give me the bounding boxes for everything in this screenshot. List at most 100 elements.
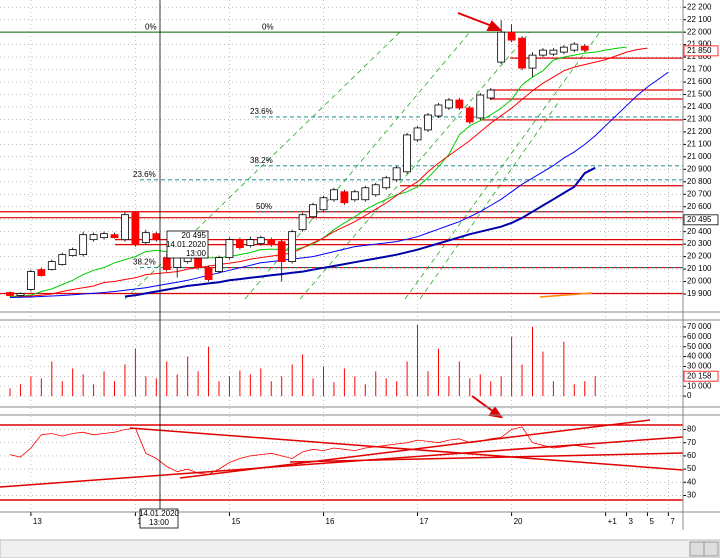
fib-label: 38.2% bbox=[250, 156, 273, 165]
candle-body bbox=[26, 271, 35, 290]
candle-body bbox=[444, 99, 453, 109]
y-tick-label: 20 700 bbox=[687, 189, 712, 198]
crosshair-time: 13:00 bbox=[186, 249, 207, 258]
axis-marker-label: 20 495 bbox=[687, 215, 712, 224]
x-tick-label: 16 bbox=[326, 517, 335, 526]
x-tick-label: 17 bbox=[420, 517, 429, 526]
ma-line bbox=[124, 166, 596, 298]
candle-body bbox=[486, 89, 495, 99]
axis-marker-box bbox=[683, 214, 719, 226]
candle-body bbox=[528, 54, 537, 69]
scroll-track bbox=[0, 539, 720, 558]
trendline bbox=[129, 427, 684, 471]
fib-label: 38.2% bbox=[133, 258, 156, 267]
crosshair-box bbox=[166, 230, 209, 259]
x-cursor-time: 13:00 bbox=[149, 518, 170, 527]
arrow bbox=[471, 395, 495, 413]
candle-body bbox=[382, 177, 391, 189]
x-cursor-date: 14.01.2020 bbox=[139, 509, 180, 518]
fib-label: 0% bbox=[262, 22, 274, 31]
y-tick-label: 10 000 bbox=[687, 381, 712, 390]
candle-body bbox=[330, 189, 338, 201]
axis-marker-label: 21 850 bbox=[687, 46, 712, 55]
y-tick-label: 21 000 bbox=[687, 152, 712, 161]
candle-body bbox=[350, 191, 359, 201]
ma-line bbox=[9, 47, 648, 298]
fan-line bbox=[419, 99, 561, 300]
x-tick-label: 5 bbox=[649, 517, 654, 526]
fib-label: 23.6% bbox=[133, 170, 156, 179]
panel-frames bbox=[0, 0, 720, 530]
candle-body bbox=[403, 134, 412, 173]
y-tick-label: 21 900 bbox=[687, 40, 712, 49]
y-tick-label: 0 bbox=[687, 391, 692, 400]
candle-body bbox=[539, 49, 547, 56]
fib-label: 50% bbox=[256, 202, 272, 211]
candle-body bbox=[465, 107, 474, 123]
candle-body bbox=[225, 239, 234, 259]
candle-body bbox=[559, 46, 568, 53]
candle-body bbox=[235, 239, 244, 249]
candle-body bbox=[141, 232, 150, 244]
x-cursor-box bbox=[139, 508, 179, 529]
x-tick-label: 7 bbox=[670, 517, 675, 526]
candle-body bbox=[497, 31, 506, 63]
candle-body bbox=[319, 197, 328, 211]
candle-body bbox=[267, 239, 276, 246]
y-tick-label: 70 000 bbox=[687, 322, 712, 331]
candle-body bbox=[47, 261, 56, 270]
candle-body bbox=[6, 292, 14, 296]
arrow bbox=[457, 12, 493, 27]
y-tick-label: 19 900 bbox=[687, 289, 712, 298]
y-tick-label: 21 200 bbox=[687, 127, 712, 136]
y-tick-label: 50 000 bbox=[687, 342, 712, 351]
candle-body bbox=[131, 212, 140, 246]
candle-body bbox=[79, 234, 88, 256]
candle-body bbox=[298, 214, 307, 231]
arrow-head bbox=[486, 20, 503, 31]
candle-body bbox=[173, 257, 182, 268]
candle-body bbox=[549, 49, 558, 55]
candle-body bbox=[215, 257, 223, 272]
candle-body bbox=[194, 257, 203, 268]
candle-body bbox=[518, 37, 526, 69]
y-tick-label: 21 700 bbox=[687, 65, 712, 74]
x-tick-label: +1 bbox=[608, 517, 618, 526]
candle-body bbox=[507, 31, 516, 41]
candle-body bbox=[455, 99, 464, 109]
candle-body bbox=[434, 104, 443, 117]
candle-body bbox=[100, 233, 108, 239]
candle-body bbox=[371, 184, 380, 196]
candle-body bbox=[152, 233, 161, 241]
candle-body bbox=[121, 214, 129, 241]
scrollbar bbox=[0, 539, 720, 558]
candle-body bbox=[288, 231, 297, 262]
candle-body bbox=[309, 204, 317, 218]
scroll-button[interactable] bbox=[689, 541, 705, 557]
crosshair-price: 20 495 bbox=[182, 231, 207, 240]
trendline bbox=[179, 419, 651, 479]
y-tick-label: 20 000 bbox=[687, 277, 712, 286]
osc-trendlines bbox=[0, 419, 684, 501]
y-tick-label: 20 200 bbox=[687, 252, 712, 261]
axis-marker-label: 20 158 bbox=[687, 371, 712, 380]
candle-body bbox=[361, 187, 370, 201]
candle-body bbox=[89, 234, 98, 241]
y-tick-label: 40 000 bbox=[687, 352, 712, 361]
scroll-button[interactable] bbox=[703, 541, 719, 557]
candle-body bbox=[68, 249, 77, 257]
marks: 21 850 20 495 20 158 bbox=[6, 20, 719, 475]
candle-body bbox=[340, 191, 349, 204]
y-tick-label: 40 bbox=[687, 477, 696, 486]
fib-label: 0% bbox=[145, 22, 157, 31]
y-tick-label: 50 bbox=[687, 464, 696, 473]
y-tick-label: 30 bbox=[687, 491, 696, 500]
y-tick-label: 21 500 bbox=[687, 90, 712, 99]
y-tick-label: 20 100 bbox=[687, 264, 712, 273]
x-tick-label: 20 bbox=[514, 517, 523, 526]
axis-marker-box bbox=[683, 370, 719, 382]
candle-body bbox=[392, 167, 401, 181]
candle-body bbox=[256, 237, 265, 245]
y-tick-label: 20 600 bbox=[687, 202, 712, 211]
